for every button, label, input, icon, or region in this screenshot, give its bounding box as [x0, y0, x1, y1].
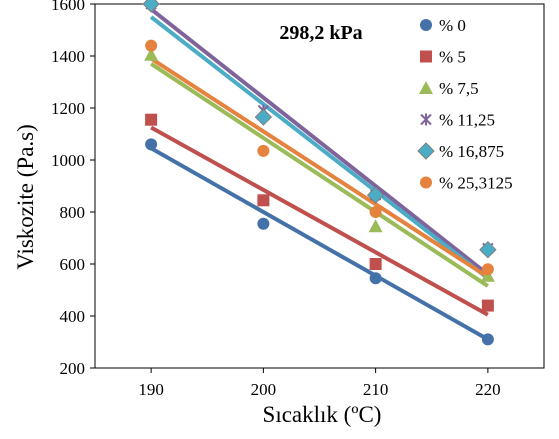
x-tick-label: 210: [363, 380, 389, 399]
data-point: [479, 240, 497, 259]
data-point: [481, 263, 494, 276]
legend-label: % 16,875: [439, 142, 504, 161]
data-point: [254, 108, 273, 126]
data-point: [366, 186, 385, 204]
legend-label: % 11,25: [439, 111, 495, 130]
x-axis-title: Sıcaklık (ºC): [263, 402, 382, 427]
legend-marker: [417, 142, 435, 160]
data-point: [481, 333, 494, 346]
data-point: [369, 206, 382, 218]
y-tick-label: 400: [60, 307, 86, 326]
plot-area-border: [94, 3, 545, 369]
data-point: [257, 217, 270, 230]
y-tick-label: 1200: [51, 99, 85, 118]
trendline: [150, 146, 489, 342]
data-point: [368, 219, 383, 233]
y-axis-title: Viskozite (Pa.s): [13, 124, 38, 270]
legend-marker: [420, 50, 432, 63]
x-tick-label: 200: [251, 380, 277, 399]
chart-title: 298,2 kPa: [279, 22, 362, 44]
legend-marker: [419, 81, 433, 94]
data-point: [481, 299, 494, 312]
y-tick-label: 600: [60, 255, 86, 274]
legend-label: % 0: [439, 16, 466, 35]
legend-marker: [420, 19, 432, 31]
y-tick-label: 200: [60, 359, 86, 378]
data-point: [145, 113, 158, 126]
data-point: [144, 47, 159, 61]
x-tick-label: 190: [138, 380, 164, 399]
legend-marker: [420, 113, 432, 126]
data-point: [145, 39, 158, 52]
data-point: [369, 272, 382, 285]
y-tick-label: 1000: [51, 151, 85, 170]
legend-label: % 7,5: [439, 79, 479, 98]
y-tick-label: 800: [60, 203, 86, 222]
legend-label: % 5: [439, 48, 466, 67]
legend-marker: [420, 176, 432, 189]
trendline: [149, 15, 490, 280]
data-point: [369, 258, 382, 270]
trendline: [150, 62, 489, 288]
legend-label: % 25,3125: [439, 174, 513, 193]
data-point: [145, 138, 158, 151]
trendline: [150, 56, 489, 279]
y-tick-label: 1600: [51, 0, 85, 14]
trendline: [150, 125, 489, 317]
data-point: [257, 194, 270, 207]
data-point: [142, 0, 160, 13]
data-point: [257, 144, 270, 157]
x-tick-label: 220: [475, 380, 501, 399]
y-tick-label: 1400: [51, 47, 85, 66]
trendline: [149, 7, 490, 276]
